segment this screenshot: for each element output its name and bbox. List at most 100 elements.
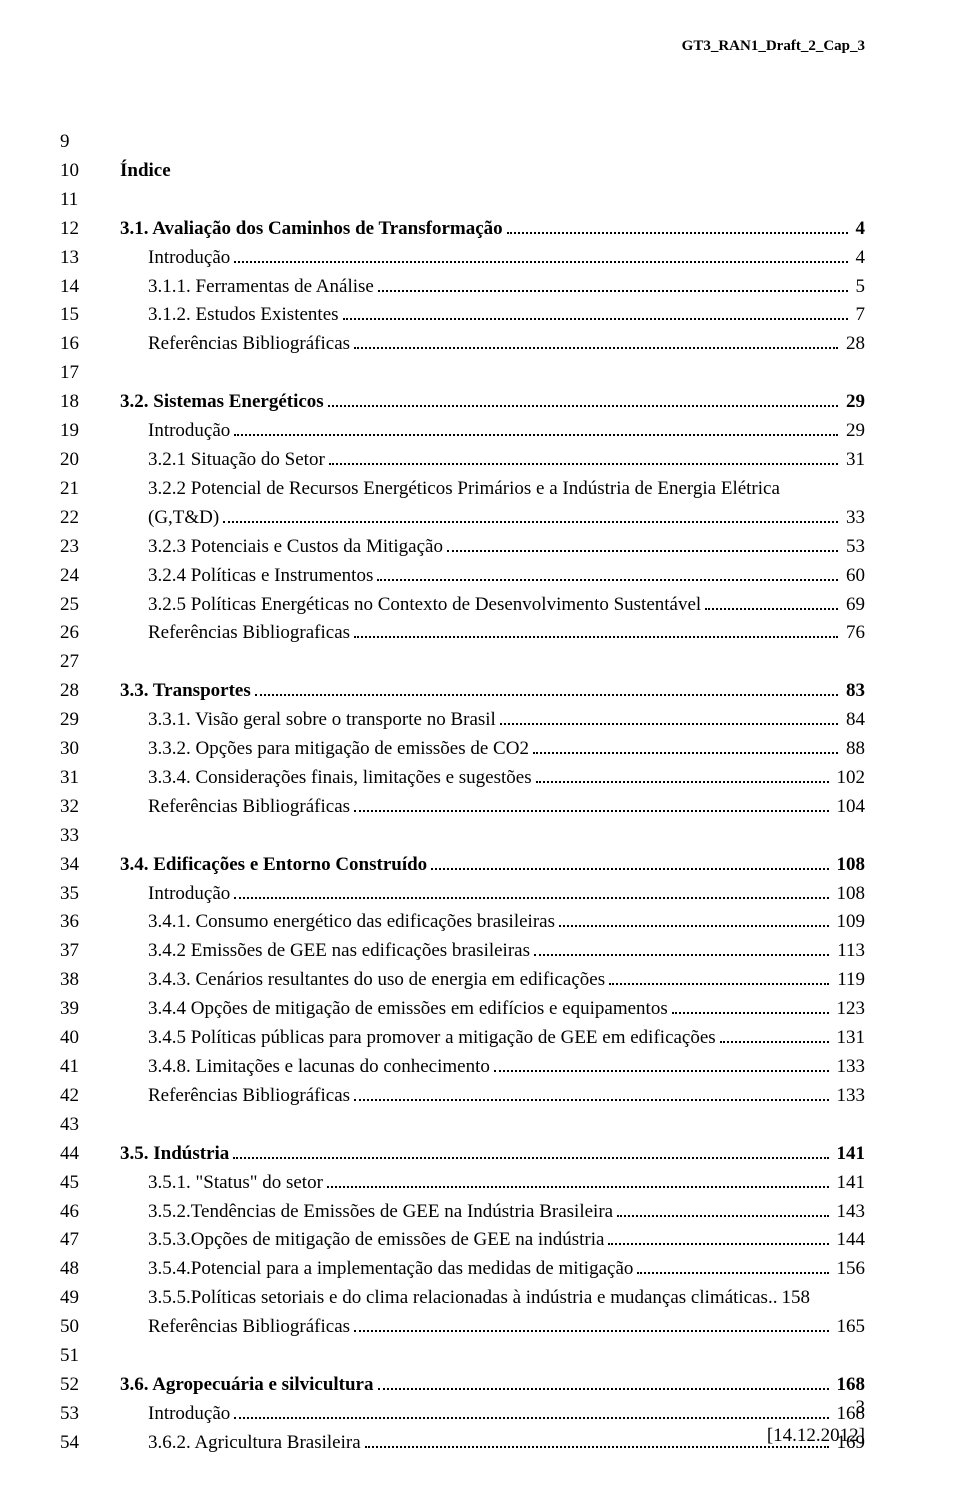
toc-title: Índice <box>120 157 171 186</box>
toc-line: 363.4.1. Consumo energético das edificaç… <box>60 908 865 937</box>
toc-entry-text: Referências Bibliograficas <box>148 619 350 648</box>
leader-dots <box>343 318 848 320</box>
line-number: 37 <box>60 937 120 966</box>
toc-entry: 3.4.2 Emissões de GEE nas edificações br… <box>120 937 865 966</box>
leader-dots <box>705 608 838 610</box>
toc-entry-text: 3.5.1. "Status" do setor <box>148 1169 323 1198</box>
toc-entry-text: 3.2.5 Políticas Energéticas no Contexto … <box>148 591 701 620</box>
toc-entry-page: 31 <box>842 446 865 475</box>
line-number: 49 <box>60 1284 120 1313</box>
toc-entry-text: 3.5.4.Potencial para a implementação das… <box>148 1255 633 1284</box>
toc-line: 443.5. Indústria141 <box>60 1140 865 1169</box>
toc-line: 26Referências Bibliograficas76 <box>60 619 865 648</box>
toc-entry-text: 3.2.4 Políticas e Instrumentos <box>148 562 373 591</box>
toc-entry: Referências Bibliograficas 76 <box>120 619 865 648</box>
toc-entry-page: 33 <box>842 504 865 533</box>
line-number: 44 <box>60 1140 120 1169</box>
toc-entry-text: 3.4.2 Emissões de GEE nas edificações br… <box>148 937 530 966</box>
leader-dots <box>507 232 848 234</box>
leader-dots <box>233 1157 828 1159</box>
toc-entry: 3.5.4.Potencial para a implementação das… <box>120 1255 865 1284</box>
line-number: 33 <box>60 822 120 851</box>
leader-dots <box>637 1272 828 1274</box>
line-number: 13 <box>60 244 120 273</box>
line-number: 50 <box>60 1313 120 1342</box>
line-number: 22 <box>60 504 120 533</box>
line-number: 30 <box>60 735 120 764</box>
toc-entry: 3.1.2. Estudos Existentes7 <box>120 301 865 330</box>
toc-line: 343.4. Edificações e Entorno Construído1… <box>60 851 865 880</box>
toc-entry-text: 3.4.3. Cenários resultantes do uso de en… <box>148 966 605 995</box>
toc-entry-page: 29 <box>842 417 865 446</box>
toc-entry: 3.3.4. Considerações finais, limitações … <box>120 764 865 793</box>
toc-entry-text: 3.5.3.Opções de mitigação de emissões de… <box>148 1226 604 1255</box>
leader-dots <box>608 1243 828 1245</box>
toc-line: 53Introdução168 <box>60 1400 865 1429</box>
toc-entry: 3.4.1. Consumo energético das edificaçõe… <box>120 908 865 937</box>
line-number: 35 <box>60 880 120 909</box>
toc-entry: Referências Bibliográficas28 <box>120 330 865 359</box>
toc-line: 123.1. Avaliação dos Caminhos de Transfo… <box>60 215 865 244</box>
line-number: 17 <box>60 359 120 388</box>
line-number: 18 <box>60 388 120 417</box>
toc-line: 413.4.8. Limitações e lacunas do conheci… <box>60 1053 865 1082</box>
toc-entry-page: 104 <box>833 793 866 822</box>
leader-dots <box>672 1012 829 1014</box>
toc-entry-text: 3.2. Sistemas Energéticos <box>120 388 324 417</box>
toc-line: 403.4.5 Políticas públicas para promover… <box>60 1024 865 1053</box>
toc-entry: 3.3. Transportes83 <box>120 677 865 706</box>
toc-line: 47 3.5.3.Opções de mitigação de emissões … <box>60 1226 865 1255</box>
toc-entry-page: 131 <box>833 1024 866 1053</box>
leader-dots <box>617 1215 828 1217</box>
toc-entry: Introdução108 <box>120 880 865 909</box>
line-number: 43 <box>60 1111 120 1140</box>
toc-entry-text: 3.3.1. Visão geral sobre o transporte no… <box>148 706 496 735</box>
toc-entry-page: 108 <box>833 880 866 909</box>
footer: 3 [14.12.2012] <box>767 1394 865 1450</box>
toc-entry-page: 76 <box>842 619 865 648</box>
toc-line: 16Referências Bibliográficas28 <box>60 330 865 359</box>
line-number: 10 <box>60 157 120 186</box>
line-number: 16 <box>60 330 120 359</box>
leader-dots <box>377 579 838 581</box>
leader-dots <box>354 636 838 638</box>
toc-line: 523.6. Agropecuária e silvicultura168 <box>60 1371 865 1400</box>
toc-entry-text: 3.5.2.Tendências de Emissões de GEE na I… <box>148 1198 613 1227</box>
toc-entry-page: 108 <box>833 851 866 880</box>
leader-dots <box>500 723 838 725</box>
line-number: 20 <box>60 446 120 475</box>
line-number: 46 <box>60 1198 120 1227</box>
toc-entry-text: 3.3.4. Considerações finais, limitações … <box>148 764 532 793</box>
toc-line: 493.5.5.Políticas setoriais e do clima r… <box>60 1284 865 1313</box>
toc-entry: 3.6.2. Agricultura Brasileira169 <box>120 1429 865 1458</box>
toc-line: 293.3.1. Visão geral sobre o transporte … <box>60 706 865 735</box>
toc-entry-page: 4 <box>852 244 866 273</box>
toc-entry: 3.5.2.Tendências de Emissões de GEE na I… <box>120 1198 865 1227</box>
toc-line: 33 <box>60 822 865 851</box>
leader-dots <box>536 781 829 783</box>
toc-entry-text: 3.4.5 Políticas públicas para promover a… <box>148 1024 716 1053</box>
line-number: 32 <box>60 793 120 822</box>
leader-dots <box>234 897 828 899</box>
toc-entry-page: 123 <box>833 995 866 1024</box>
leader-dots <box>378 1388 829 1390</box>
toc-entry-text: Referências Bibliográficas <box>148 793 350 822</box>
leader-dots <box>559 925 829 927</box>
leader-dots <box>329 463 838 465</box>
toc-line: 213.2.2 Potencial de Recursos Energético… <box>60 475 865 504</box>
leader-dots <box>494 1070 829 1072</box>
line-number: 53 <box>60 1400 120 1429</box>
toc-entry-text: 3.2.1 Situação do Setor <box>148 446 325 475</box>
line-number: 24 <box>60 562 120 591</box>
leader-dots <box>223 521 838 523</box>
toc-entry: 3.5.1. "Status" do setor141 <box>120 1169 865 1198</box>
leader-dots <box>720 1041 829 1043</box>
toc-entry-page: 165 <box>833 1313 866 1342</box>
toc-entry-text: Referências Bibliográficas <box>148 330 350 359</box>
line-number: 36 <box>60 908 120 937</box>
toc-entry-page: 119 <box>833 966 865 995</box>
toc-line: 22(G,T&D)33 <box>60 504 865 533</box>
line-number: 11 <box>60 186 120 215</box>
toc-entry-text: 3.1.1. Ferramentas de Análise <box>148 273 374 302</box>
line-number: 47 <box>60 1226 120 1255</box>
